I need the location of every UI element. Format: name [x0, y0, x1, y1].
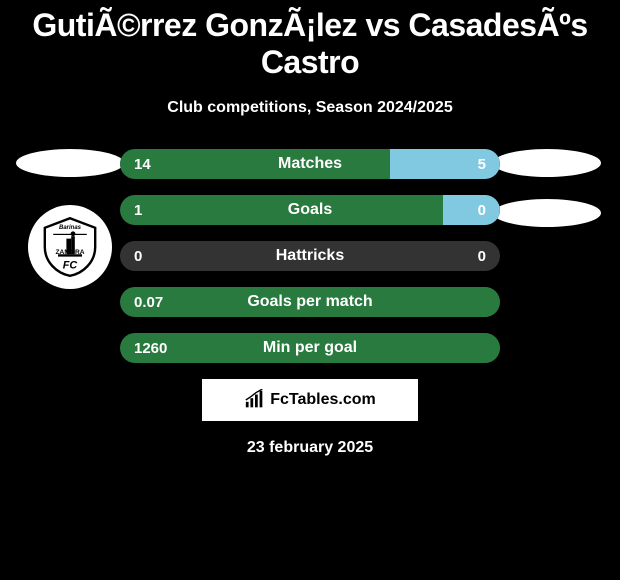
stat-value-left: 0.07: [134, 294, 163, 311]
stat-row: Goals per match0.07: [120, 287, 500, 317]
player-avatar-right-2: [493, 199, 601, 227]
badge-mid-text: ZAMORA: [56, 249, 85, 256]
stat-row: Matches14 5: [120, 149, 500, 179]
stat-value-left: 14: [134, 156, 151, 173]
stat-row: Min per goal1260: [120, 333, 500, 363]
stat-row: Hattricks0 0: [120, 241, 500, 271]
club-badge: Barinas ZAMORA FC: [28, 205, 112, 289]
player-avatar-left: [16, 149, 124, 177]
date-text: 23 february 2025: [10, 439, 610, 457]
stat-value-right: 0: [478, 202, 486, 219]
badge-top-text: Barinas: [59, 225, 82, 231]
stat-value-left: 0: [134, 248, 142, 265]
stat-value-left: 1: [134, 202, 142, 219]
stats-area: Barinas ZAMORA FC Matches145Goals10Hattr…: [10, 149, 610, 457]
comparison-card: GutiÃ©rrez GonzÃ¡lez vs CasadesÃºs Castr…: [0, 0, 620, 462]
brand-chart-icon: [244, 389, 266, 411]
stat-label: Min per goal: [120, 339, 500, 357]
brand-box[interactable]: FcTables.com: [202, 379, 418, 421]
stat-row: Goals1 0: [120, 195, 500, 225]
stat-value-left: 1260: [134, 340, 167, 357]
stat-rows: Matches145Goals10Hattricks00Goals per ma…: [120, 149, 500, 363]
badge-bottom-text: FC: [63, 260, 78, 272]
brand-text: FcTables.com: [270, 391, 376, 409]
stat-value-right: 5: [478, 156, 486, 173]
player-avatar-right: [493, 149, 601, 177]
stat-label: Goals per match: [120, 293, 500, 311]
stat-value-right: 0: [478, 248, 486, 265]
subtitle: Club competitions, Season 2024/2025: [10, 99, 610, 117]
stat-label: Goals: [120, 201, 500, 219]
club-badge-icon: Barinas ZAMORA FC: [40, 217, 100, 277]
stat-label: Hattricks: [120, 247, 500, 265]
stat-label: Matches: [120, 155, 500, 173]
page-title: GutiÃ©rrez GonzÃ¡lez vs CasadesÃºs Castr…: [10, 7, 610, 81]
